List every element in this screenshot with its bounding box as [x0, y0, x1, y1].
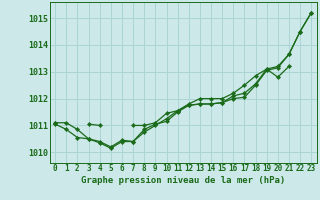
- X-axis label: Graphe pression niveau de la mer (hPa): Graphe pression niveau de la mer (hPa): [81, 176, 285, 185]
